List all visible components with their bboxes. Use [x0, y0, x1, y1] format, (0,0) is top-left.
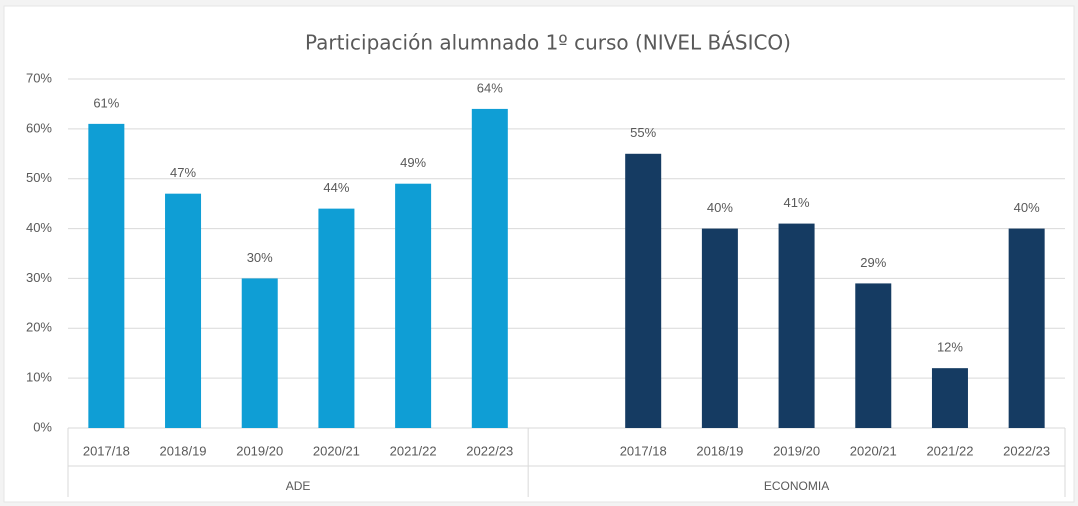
y-tick-label: 30% [26, 270, 52, 285]
x-tick-label: 2018/19 [160, 443, 207, 458]
y-tick-label: 20% [26, 320, 52, 335]
data-label: 55% [630, 125, 656, 140]
x-tick-label: 2017/18 [83, 443, 130, 458]
y-tick-label: 10% [26, 370, 52, 385]
bar [625, 153, 662, 429]
x-tick-label: 2018/19 [696, 443, 743, 458]
y-tick-label: 70% [26, 70, 52, 85]
data-label: 30% [247, 250, 273, 265]
x-tick-label: 2022/23 [466, 443, 513, 458]
bar [241, 278, 278, 428]
data-label: 49% [400, 155, 426, 170]
bar [1008, 228, 1045, 428]
group-label: ECONOMIA [764, 479, 829, 493]
data-label: 61% [93, 95, 119, 110]
y-tick-label: 40% [26, 220, 52, 235]
data-label: 12% [937, 340, 963, 355]
data-label: 40% [1014, 200, 1040, 215]
bar [778, 223, 815, 428]
y-tick-label: 50% [26, 170, 52, 185]
bar [931, 368, 968, 428]
x-tick-label: 2022/23 [1003, 443, 1050, 458]
x-tick-label: 2017/18 [620, 443, 667, 458]
x-tick-label: 2019/20 [773, 443, 820, 458]
bar [855, 283, 892, 428]
x-tick-label: 2019/20 [236, 443, 283, 458]
x-tick-label: 2021/22 [926, 443, 973, 458]
data-label: 64% [477, 80, 503, 95]
data-label: 41% [784, 195, 810, 210]
x-tick-label: 2021/22 [390, 443, 437, 458]
chart-title: Participación alumnado 1º curso (NIVEL B… [305, 31, 791, 55]
data-label: 47% [170, 165, 196, 180]
y-tick-label: 0% [33, 419, 52, 434]
data-label: 40% [707, 200, 733, 215]
group-label: ADE [286, 479, 311, 493]
data-label: 29% [860, 255, 886, 270]
data-label: 44% [323, 180, 349, 195]
x-tick-label: 2020/21 [850, 443, 897, 458]
bar [165, 193, 202, 428]
bar [701, 228, 738, 428]
bar [395, 183, 432, 428]
bar [471, 108, 508, 429]
y-tick-label: 60% [26, 120, 52, 135]
bar [318, 208, 355, 428]
bar [88, 123, 125, 428]
x-tick-label: 2020/21 [313, 443, 360, 458]
